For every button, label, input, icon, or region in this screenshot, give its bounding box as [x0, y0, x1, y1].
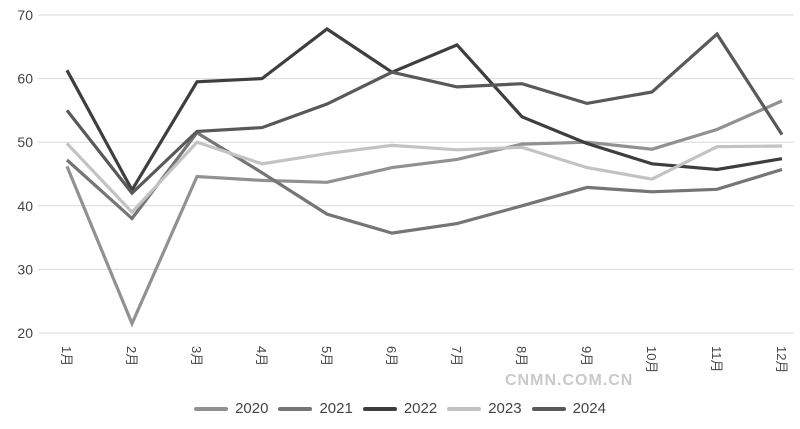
legend-swatch-2023	[447, 406, 482, 411]
legend-label-2021: 2021	[319, 400, 353, 417]
x-axis-tick-label: 11月	[709, 346, 724, 373]
x-axis-tick-label: 9月	[579, 346, 594, 366]
y-axis-tick-label: 30	[17, 261, 33, 277]
legend-item-2022: 2022	[362, 400, 438, 417]
x-axis-tick-label: 6月	[384, 346, 399, 366]
series-line-2022	[65, 27, 783, 194]
legend-item-2023: 2023	[447, 400, 522, 417]
series-line-2023	[65, 140, 783, 215]
legend-label-2020: 2020	[235, 400, 269, 417]
x-axis-tick-label: 5月	[319, 346, 334, 366]
series-line-2024	[65, 31, 784, 196]
x-axis-tick-label: 12月	[774, 346, 789, 373]
y-axis-tick-label: 70	[17, 7, 33, 23]
series-line-2021	[65, 130, 783, 235]
x-axis-tick-label: 3月	[189, 346, 204, 366]
legend-swatch-2020	[194, 406, 229, 411]
chart-legend: 2020 2021 2022 2023 2024	[0, 400, 800, 417]
legend-item-2020: 2020	[194, 400, 268, 417]
legend-label-2024: 2024	[572, 400, 606, 417]
series-line-2020	[65, 99, 783, 328]
legend-swatch-2021	[278, 406, 313, 411]
y-axis-tick-label: 60	[17, 71, 33, 87]
x-axis-tick-label: 4月	[254, 346, 269, 366]
x-axis-tick-label: 10月	[644, 346, 659, 373]
x-axis-tick-label: 7月	[449, 346, 464, 366]
legend-item-2021: 2021	[278, 400, 353, 417]
y-axis-tick-label: 40	[17, 198, 33, 214]
legend-item-2024: 2024	[531, 400, 606, 417]
y-axis-tick-label: 20	[17, 325, 33, 341]
watermark: CNMN.COM.CN	[505, 372, 634, 389]
x-axis-tick-label: 1月	[59, 346, 74, 366]
x-axis-tick-label: 2月	[124, 346, 139, 366]
x-axis-tick-label: 8月	[514, 346, 529, 366]
y-axis-tick-label: 50	[17, 134, 33, 150]
legend-label-2023: 2023	[488, 400, 522, 417]
legend-label-2022: 2022	[403, 400, 438, 417]
legend-swatch-2024	[531, 406, 566, 411]
legend-swatch-2022	[362, 406, 397, 411]
